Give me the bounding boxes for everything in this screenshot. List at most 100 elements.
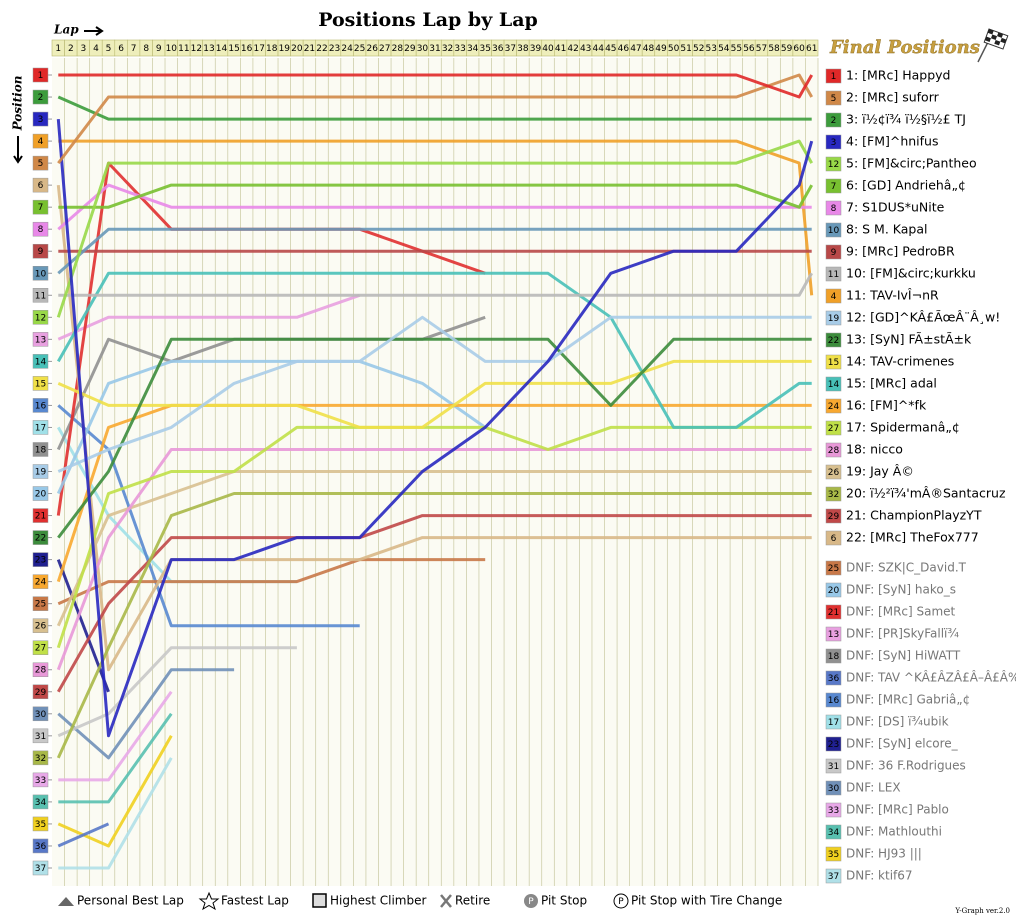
y-tick-label: 25 (35, 600, 46, 610)
y-tick-box (32, 177, 49, 193)
driver-line (57, 73, 814, 165)
legend-symbol (198, 891, 220, 911)
driver-line (57, 293, 361, 341)
x-tick-label: 11 (178, 44, 189, 54)
y-tick-label: 36 (35, 842, 47, 852)
legend-badge (825, 200, 842, 216)
y-tick-label: 26 (35, 622, 47, 632)
y-tick-box (32, 221, 49, 237)
legend-label: DNF: TAV ^KÂ£ÂZÂ£Â–Â£Â‰ (846, 670, 1016, 685)
legend-badge-label: 18 (828, 652, 840, 662)
legend-label: 22: [MRc] TheFox777 (846, 530, 979, 545)
y-tick-label: 4 (38, 137, 44, 147)
driver-line (56, 139, 814, 318)
y-tick-label: 5 (38, 159, 44, 169)
legend-badge (825, 288, 842, 304)
legend-badge (825, 90, 842, 106)
x-tick-label: 53 (706, 44, 717, 54)
legend-badge-label: 10 (828, 226, 840, 236)
y-tick-box (32, 706, 49, 722)
legend-badge (825, 332, 842, 348)
legend-label: DNF: SZK|C_David.T (846, 561, 967, 575)
y-tick-label: 6 (38, 181, 44, 191)
x-tick-label: 27 (379, 44, 390, 54)
y-tick-box (32, 728, 49, 744)
x-tick-label: 41 (555, 44, 566, 54)
legend-label: 1: [MRc] Happyd (846, 68, 950, 83)
x-tick-label: 18 (266, 44, 278, 54)
y-tick-label: 15 (35, 379, 46, 389)
y-tick-label: 13 (35, 335, 46, 345)
driver-line (58, 272, 814, 297)
x-tick-label: 9 (156, 44, 162, 54)
y-tick-label: 35 (35, 820, 46, 830)
y-tick-label: 2 (38, 93, 44, 103)
legend-badge (825, 648, 842, 664)
legend-badge (825, 156, 842, 172)
legend-badge (825, 714, 842, 730)
legend-badge (825, 758, 842, 774)
legend-badge (825, 560, 842, 576)
legend-badge (825, 626, 842, 642)
legend-symbol-text: P (618, 897, 624, 907)
x-tick-label: 56 (743, 44, 755, 54)
chart-title: Positions Lap by Lap (318, 9, 538, 31)
legend-badge (825, 846, 842, 862)
legend-label: 8: S M. Kapal (846, 222, 927, 237)
legend-badge (825, 68, 842, 84)
y-tick-label: 23 (35, 556, 46, 566)
x-tick-label: 36 (492, 44, 504, 54)
legend-label: 12: [GD]^KÂ£ÃœÂ¨Â¸w! (846, 310, 1000, 325)
legend-badge-label: 24 (828, 402, 840, 412)
x-tick-label: 52 (693, 44, 704, 54)
x-tick-label: 30 (417, 44, 429, 54)
x-tick-label: 48 (643, 44, 655, 54)
legend-badge (825, 824, 842, 840)
legend-badge (825, 780, 842, 796)
legend-label: 9: [MRc] PedroBR (846, 244, 955, 259)
x-tick-label: 13 (203, 44, 214, 54)
y-tick-label: 24 (35, 578, 47, 588)
y-tick-label: 33 (35, 776, 46, 786)
legend-label: 3: ï½¢ï¾ ï½§ï½£ TJ (846, 112, 966, 127)
legend-badge-label: 13 (828, 630, 839, 640)
legend-badge-label: 11 (828, 270, 839, 280)
x-tick-label: 15 (228, 44, 239, 54)
legend-badge-label: 33 (828, 806, 839, 816)
y-tick-label: 8 (38, 225, 44, 235)
legend-symbol (440, 894, 452, 908)
x-tick-label: 1 (55, 44, 61, 54)
legend-label: 10: [FM]&circ;kurkku (846, 266, 976, 281)
driver-line (57, 646, 297, 738)
legend-label: DNF: [DS] ï¾ubik (846, 715, 949, 729)
y-tick-box (32, 618, 49, 633)
x-tick-label: 55 (731, 44, 742, 54)
y-tick-box (32, 155, 49, 171)
legend-label: DNF: [MRc] Gabriâ„¢ (846, 693, 970, 707)
y-axis-label: Position (11, 76, 25, 132)
y-tick-label: 30 (35, 710, 47, 720)
legend-badge-label: 22 (828, 336, 839, 346)
x-tick-label: 31 (429, 44, 440, 54)
legend-label: 15: [MRc] adal (846, 376, 937, 391)
legend-label: DNF: Mathlouthi (846, 825, 942, 839)
legend-label: 6: [GD] Andriehâ„¢ (846, 178, 966, 193)
legend-badge-label: 17 (828, 718, 839, 728)
legend-badge (825, 508, 842, 524)
legend-badge (825, 670, 842, 686)
legend-label: DNF: [MRc] Samet (846, 605, 956, 619)
driver-line (57, 359, 812, 429)
y-tick-box (32, 486, 49, 501)
y-tick-label: 27 (35, 644, 46, 654)
legend-badge-label: 32 (828, 490, 839, 500)
legend-badge-label: 1 (831, 72, 837, 82)
x-tick-label: 50 (668, 44, 680, 54)
x-tick-label: 57 (756, 44, 767, 54)
y-tick-box (32, 67, 49, 83)
x-tick-label: 59 (781, 44, 793, 54)
x-tick-label: 21 (304, 44, 315, 54)
driver-line (57, 227, 812, 275)
checkered-flag (977, 28, 1009, 63)
driver-line (57, 822, 110, 848)
